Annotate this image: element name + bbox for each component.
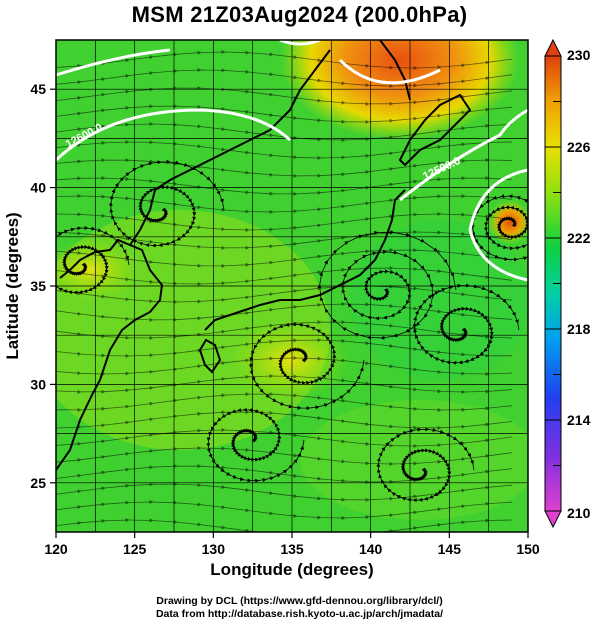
streamline [56, 464, 513, 484]
x-tick-label: 135 [280, 541, 304, 557]
y-tick-label: 30 [30, 376, 46, 392]
streamline [56, 320, 513, 340]
x-tick-label: 120 [44, 541, 68, 557]
streamline [56, 518, 513, 532]
x-tick-label: 125 [123, 541, 147, 557]
streamline [56, 49, 513, 71]
streamline [56, 86, 513, 106]
colorbar-label: 218 [567, 321, 591, 337]
y-tick-label: 35 [30, 278, 46, 294]
streamline [56, 374, 513, 394]
x-tick-label: 145 [438, 541, 462, 557]
x-axis-label: Longitude (degrees) [210, 560, 373, 579]
y-tick-label: 40 [30, 180, 46, 196]
x-tick-label: 130 [202, 541, 226, 557]
streamline [56, 140, 513, 160]
streamline [56, 68, 513, 88]
colorbar-top-arrow [544, 38, 562, 57]
colorbar-label: 226 [567, 139, 591, 155]
streamline [56, 446, 513, 466]
colorbar-label: 230 [567, 47, 591, 63]
streamline [56, 266, 513, 287]
streamline [56, 283, 513, 304]
streamline [56, 176, 513, 196]
streamline [56, 392, 513, 412]
streamline [56, 193, 513, 215]
credits-drawing: Drawing by DCL (https://www.gfd-dennou.o… [156, 595, 443, 607]
streamline [56, 104, 513, 124]
streamline [56, 248, 513, 268]
streamline [56, 499, 513, 521]
colorbar-label: 210 [567, 505, 591, 521]
credits-footer: Drawing by DCL (https://www.gfd-dennou.o… [0, 595, 599, 621]
x-tick-label: 150 [516, 541, 540, 557]
streamline [56, 302, 513, 322]
streamline [56, 355, 513, 377]
y-axis-label: Latitude (degrees) [3, 212, 22, 359]
streamline [56, 211, 513, 232]
colorbar-label: 222 [567, 230, 591, 246]
streamline [56, 338, 512, 359]
streamline [56, 230, 513, 250]
y-tick-label: 45 [30, 81, 46, 97]
x-tick-label: 140 [359, 541, 383, 557]
map-title: MSM 21Z03Aug2024 (200.0hPa) [131, 2, 468, 27]
colorbar: 230 226 222 218 214 210 [544, 38, 591, 529]
x-axis-ticks: 120 125 130 135 140 145 150 [44, 532, 540, 557]
streamline [56, 427, 513, 449]
streamline [56, 410, 513, 430]
y-axis-ticks: 25 30 35 40 45 [30, 81, 56, 491]
colorbar-bottom-arrow [544, 510, 562, 529]
colorbar-label: 214 [567, 412, 591, 428]
streamline [56, 158, 513, 178]
credits-data: Data from http://database.rish.kyoto-u.a… [155, 608, 444, 620]
height-contours [56, 40, 528, 282]
y-tick-label: 25 [30, 475, 46, 491]
colorbar-ticks: 230 226 222 218 214 210 [545, 47, 591, 521]
streamline [56, 482, 513, 502]
